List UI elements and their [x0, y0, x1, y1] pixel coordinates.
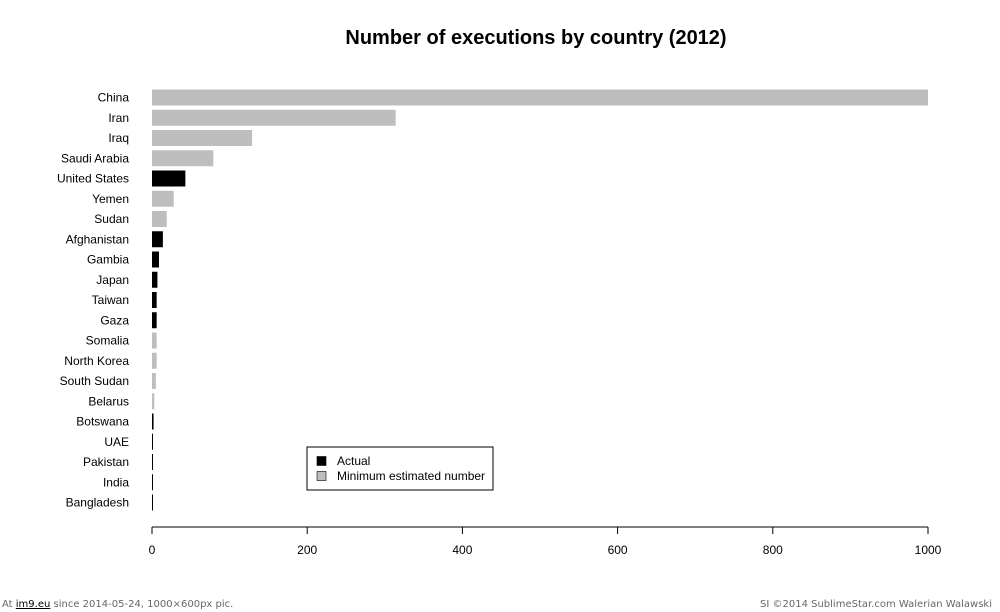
country-label: Saudi Arabia — [61, 151, 129, 165]
bar-iran — [152, 109, 396, 126]
country-label: Sudan — [94, 212, 129, 226]
bar-gaza — [152, 312, 157, 329]
x-tick-label: 0 — [149, 543, 156, 557]
footer-credit-right: SI ©2014 SublimeStar.com Walerian Walaws… — [760, 599, 992, 610]
bar-somalia — [152, 332, 157, 349]
country-label: Japan — [96, 273, 129, 287]
country-label: Iraq — [108, 131, 129, 145]
footer-credit-left: At im9.eu since 2014-05-24, 1000×600px p… — [2, 599, 233, 610]
country-label: Yemen — [92, 192, 129, 206]
country-label: India — [103, 475, 129, 489]
legend-label: Actual — [337, 454, 370, 468]
country-label: Gaza — [100, 313, 129, 327]
x-tick-label: 600 — [608, 543, 628, 557]
bar-north-korea — [152, 352, 157, 369]
bar-yemen — [152, 190, 174, 207]
x-tick-label: 1000 — [915, 543, 942, 557]
country-labels: China Iran Iraq Saudi Arabia United States Ye… — [57, 91, 129, 510]
country-label: Somalia — [86, 334, 130, 348]
bar-sudan — [152, 211, 167, 227]
bar-pakistan — [152, 454, 153, 470]
bar-south-sudan — [152, 373, 156, 389]
country-label: UAE — [104, 435, 129, 449]
x-tick-label: 400 — [452, 543, 472, 557]
country-label: Taiwan — [92, 293, 129, 307]
bar-japan — [152, 271, 158, 288]
bar-united-states — [152, 170, 186, 187]
country-label: Pakistan — [83, 455, 129, 469]
country-label: North Korea — [64, 354, 129, 368]
bar-saudi-arabia — [152, 150, 214, 167]
country-label: South Sudan — [60, 374, 129, 388]
chart-title: Number of executions by country (2012) — [345, 27, 726, 49]
country-label: Gambia — [87, 253, 129, 267]
country-label: United States — [57, 172, 129, 186]
legend-swatch — [316, 456, 327, 466]
x-tick-label: 200 — [297, 543, 317, 557]
bar-belarus — [152, 393, 155, 410]
legend-label: Minimum estimated number — [337, 469, 485, 483]
bar-afghanistan — [152, 231, 163, 248]
bar-iraq — [152, 130, 253, 146]
country-label: Afghanistan — [66, 232, 129, 246]
country-label: Botswana — [76, 415, 129, 429]
bar-uae — [152, 433, 153, 450]
x-tick-label: 800 — [763, 543, 783, 557]
footer-link[interactable]: im9.eu — [15, 599, 51, 610]
legend-swatch — [316, 471, 327, 481]
bar-taiwan — [152, 292, 157, 308]
bar-bangladesh — [152, 494, 153, 511]
country-label: Belarus — [88, 394, 129, 408]
footer-suffix: since 2014-05-24, 1000×600px pic. — [53, 599, 234, 610]
bar-india — [152, 474, 153, 491]
bar-china — [152, 89, 928, 106]
legend-box — [306, 446, 494, 491]
x-axis: 0 200 400 600 800 1000 — [149, 526, 942, 557]
footer-prefix: At — [2, 599, 13, 610]
bars-group — [152, 89, 928, 511]
bar-gambia — [152, 251, 159, 268]
bar-botswana — [152, 413, 154, 430]
country-label: China — [98, 91, 130, 105]
country-label: Iran — [108, 111, 129, 125]
country-label: Bangladesh — [66, 496, 129, 510]
